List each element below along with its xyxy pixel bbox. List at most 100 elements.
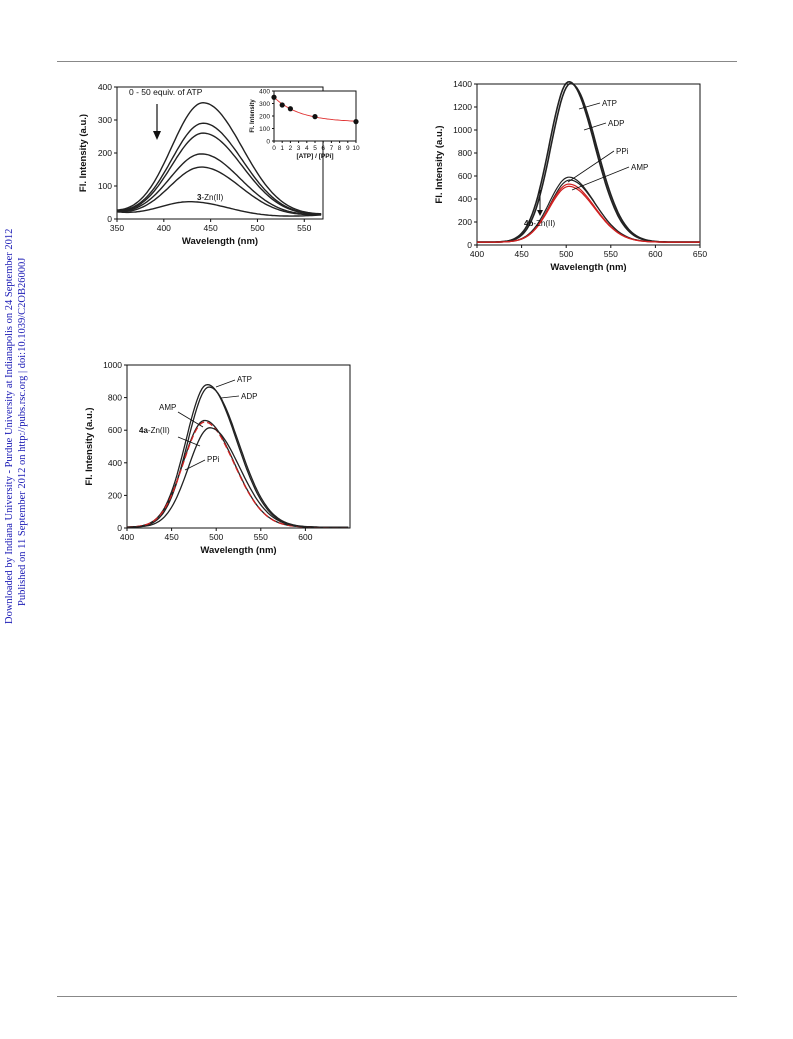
series-label-ADP: ADP [241, 392, 257, 401]
x-tick-label-500: 500 [559, 249, 573, 259]
x-tick-label-550: 550 [604, 249, 618, 259]
spectrum-line-ref-3 [127, 421, 349, 528]
callout-line-ADP [583, 122, 607, 131]
y-tick-label-0: 0 [467, 240, 472, 250]
series-label-PPi: PPi [616, 147, 629, 156]
y-tick-label-0: 0 [117, 523, 122, 533]
series-label-PPi: PPi [207, 455, 220, 464]
series-label-ADP: ADP [608, 119, 624, 128]
x-tick-label-350: 350 [110, 223, 124, 233]
inset-x-tick-label-3: 3 [297, 145, 301, 152]
callout-line-AMP [177, 411, 204, 428]
x-tick-label-400: 400 [120, 532, 134, 542]
y-axis-label: Fl. Intensity (a.u.) [434, 125, 445, 203]
inset-y-tick-label-400: 400 [259, 89, 270, 96]
x-tick-label-450: 450 [165, 532, 179, 542]
y-tick-label-800: 800 [108, 393, 122, 403]
y-tick-label-200: 200 [98, 148, 112, 158]
inset-x-tick-label-5: 5 [313, 145, 317, 152]
y-tick-label-200: 200 [108, 490, 122, 500]
titration-label: 0 - 50 equiv. of ATP [129, 87, 203, 97]
inset-y-tick-label-100: 100 [259, 126, 270, 133]
x-axis-label: Wavelength (nm) [550, 262, 626, 273]
y-tick-label-400: 400 [98, 82, 112, 92]
inset-x-tick-label-2: 2 [289, 145, 293, 152]
y-tick-label-400: 400 [458, 194, 472, 204]
x-tick-label-550: 550 [297, 223, 311, 233]
spectrum-line-ref-5 [477, 185, 700, 243]
inset-point-0 [271, 94, 277, 100]
y-tick-label-1200: 1200 [453, 102, 472, 112]
x-axis-label: Wavelength (nm) [200, 545, 276, 556]
inset-y-tick-label-300: 300 [259, 101, 270, 108]
x-tick-label-500: 500 [209, 532, 223, 542]
y-tick-label-600: 600 [458, 171, 472, 181]
inset-x-tick-label-1: 1 [280, 145, 284, 152]
y-tick-label-400: 400 [108, 458, 122, 468]
callout-line-ATP [578, 102, 601, 110]
spectrum-line-1 [117, 122, 322, 215]
inset-x-tick-label-10: 10 [352, 145, 360, 152]
spectrum-line-AMP [127, 419, 349, 528]
inset-x-tick-label-9: 9 [346, 145, 350, 152]
x-tick-label-400: 400 [157, 223, 171, 233]
spectrum-line-PPi [127, 427, 349, 528]
x-tick-label-450: 450 [515, 249, 529, 259]
x-tick-label-650: 650 [693, 249, 707, 259]
callout-line-ATP [215, 379, 236, 388]
series-label-ATP: ATP [602, 99, 617, 108]
x-tick-label-500: 500 [250, 223, 264, 233]
y-tick-label-800: 800 [458, 148, 472, 158]
titration-arrow-head [153, 131, 161, 140]
bottom-rule [57, 996, 737, 997]
spectrum-line-2 [117, 132, 322, 215]
callout-line-4a [177, 436, 201, 447]
plot-frame [126, 364, 351, 529]
series-label-AMP: AMP [159, 403, 176, 412]
y-tick-label-1000: 1000 [453, 125, 472, 135]
x-axis-label: Wavelength (nm) [182, 236, 258, 247]
inset-y-tick-label-0: 0 [266, 139, 270, 146]
inset-x-tick-label-0: 0 [272, 145, 276, 152]
y-tick-label-1000: 1000 [103, 360, 122, 370]
y-tick-label-300: 300 [98, 115, 112, 125]
inset-y-axis-label: Fl. Intensity [250, 99, 256, 133]
callout-line-AMP [571, 166, 630, 191]
inset-x-axis-label: [ATP] / [PPi] [296, 153, 333, 160]
spectrum-line-4 [116, 166, 322, 216]
top-rule [57, 61, 737, 62]
compound-label: 3-Zn(II) [197, 193, 224, 202]
y-tick-label-1400: 1400 [453, 79, 472, 89]
spectrum-line-5 [116, 201, 322, 217]
inset-point-4 [353, 119, 359, 125]
y-tick-label-100: 100 [98, 181, 112, 191]
inset-point-2 [287, 106, 293, 112]
compound-label: 4b-Zn(II) [524, 219, 555, 228]
spectrum-line-3 [116, 153, 322, 216]
inset-x-tick-label-6: 6 [321, 145, 325, 152]
series-label-ATP: ATP [237, 375, 252, 384]
series-label-AMP: AMP [631, 163, 648, 172]
inset-point-3 [312, 114, 318, 120]
inset-x-tick-label-8: 8 [338, 145, 342, 152]
compound-label: 4a-Zn(II) [139, 426, 170, 435]
x-tick-label-600: 600 [298, 532, 312, 542]
callout-line-ADP [220, 395, 240, 399]
y-axis-label: Fl. Intensity (a.u.) [84, 407, 95, 485]
inset-y-tick-label-200: 200 [259, 114, 270, 121]
spectrum-line-0 [116, 101, 322, 215]
callout-line-PPi [567, 150, 615, 183]
y-tick-label-600: 600 [108, 425, 122, 435]
callout-line-PPi [184, 459, 206, 471]
decrease-arrow-head [537, 210, 543, 216]
x-tick-label-400: 400 [470, 249, 484, 259]
plot-frame [476, 83, 701, 246]
y-tick-label-200: 200 [458, 217, 472, 227]
inset-x-tick-label-7: 7 [330, 145, 334, 152]
inset-point-1 [279, 102, 285, 108]
x-tick-label-450: 450 [204, 223, 218, 233]
x-tick-label-600: 600 [648, 249, 662, 259]
